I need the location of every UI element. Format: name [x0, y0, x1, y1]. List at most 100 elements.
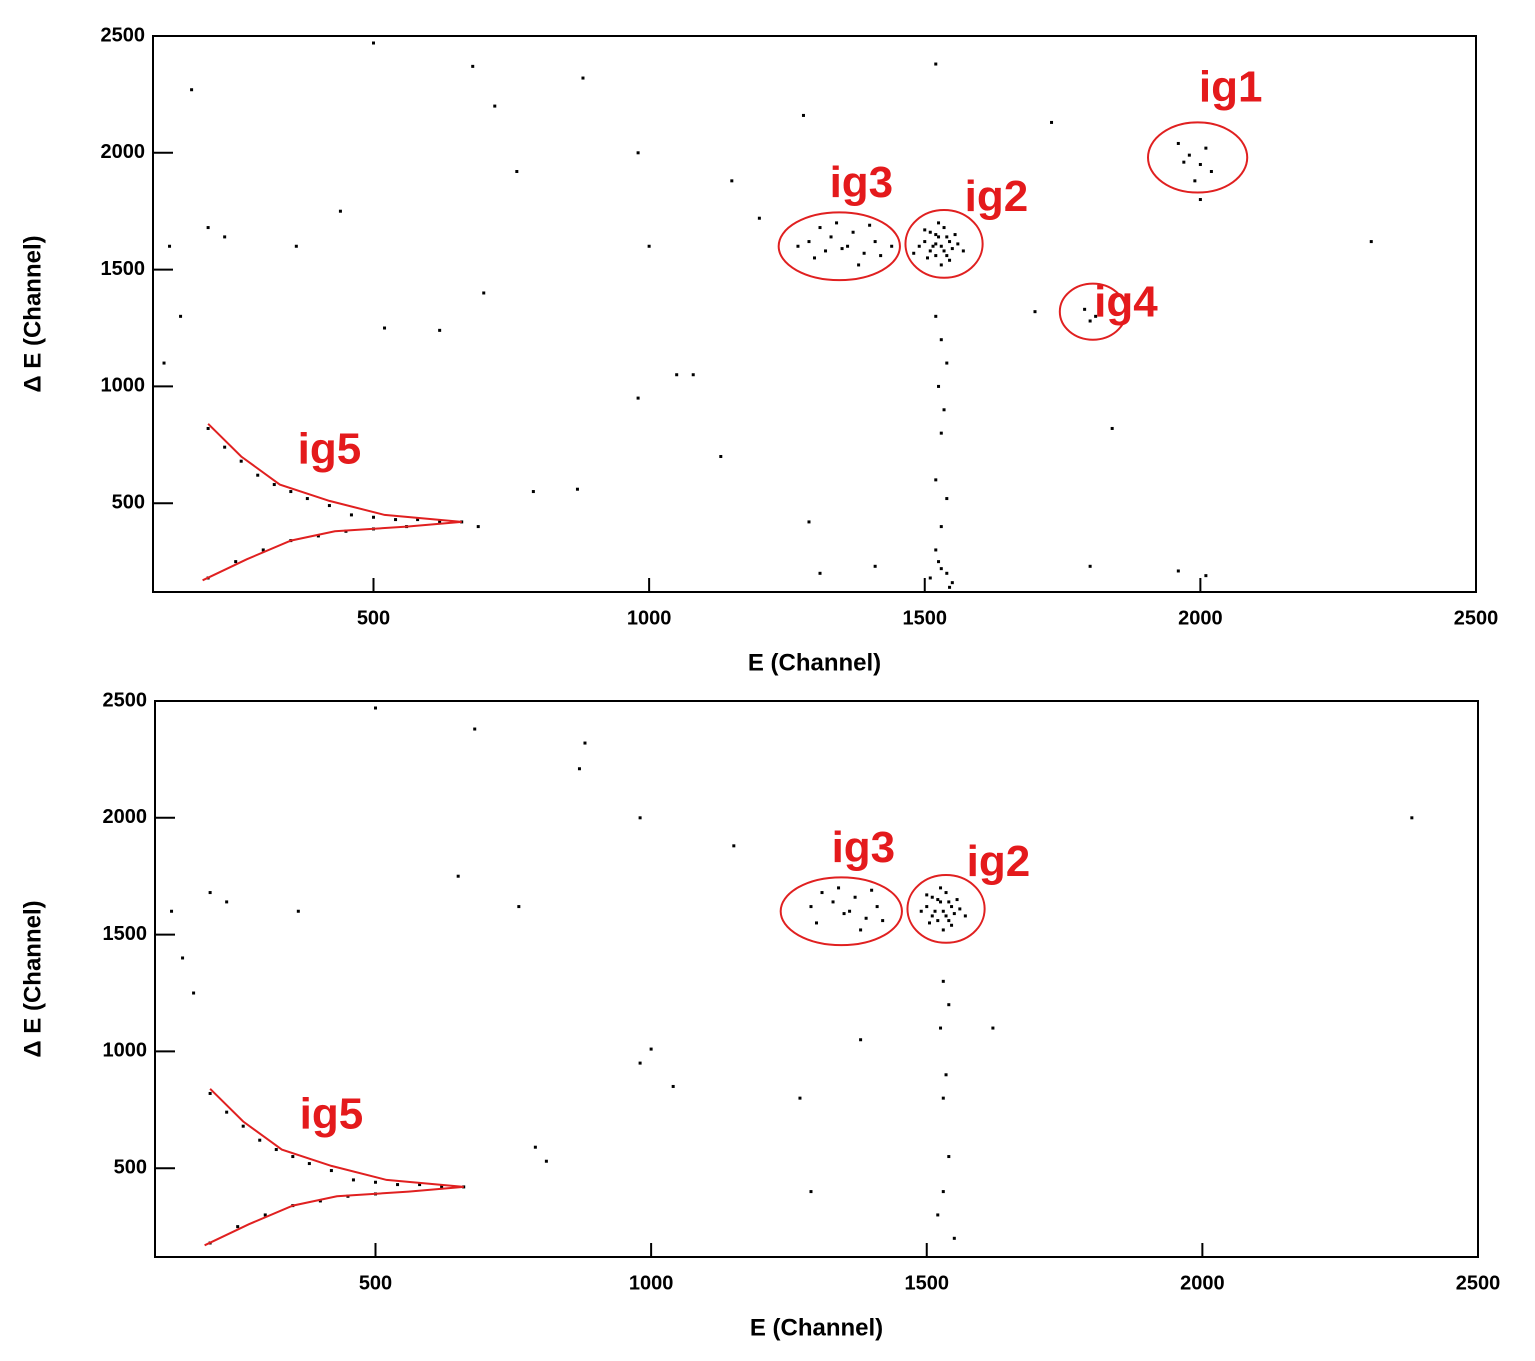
point: [912, 251, 916, 255]
point: [796, 244, 800, 248]
point: [837, 886, 841, 890]
point: [1182, 160, 1186, 164]
point: [438, 520, 442, 524]
point: [1369, 240, 1373, 244]
point: [941, 909, 945, 913]
point: [305, 497, 309, 501]
point: [945, 497, 949, 501]
point: [939, 567, 943, 571]
gate-label: ig2: [967, 837, 1031, 886]
point: [1083, 307, 1087, 311]
x-tick-label: 500: [359, 1272, 392, 1294]
point: [820, 891, 824, 895]
point: [190, 88, 194, 92]
point: [647, 244, 651, 248]
point: [807, 240, 811, 244]
point: [941, 979, 945, 983]
point: [581, 76, 585, 80]
point: [533, 1145, 537, 1149]
point: [851, 230, 855, 234]
point: [942, 226, 946, 230]
point: [225, 900, 229, 904]
point: [873, 564, 877, 568]
point: [868, 223, 872, 227]
gate-label: ig1: [1199, 62, 1263, 111]
x-axis-label: E (Channel): [750, 1314, 883, 1341]
point: [374, 1180, 377, 1184]
point: [842, 912, 846, 916]
point: [958, 907, 962, 911]
point: [947, 900, 951, 904]
point: [950, 923, 954, 927]
point: [256, 473, 260, 477]
point: [928, 921, 932, 925]
point: [934, 254, 938, 258]
x-tick-label: 2500: [1456, 1272, 1501, 1294]
point: [801, 113, 805, 117]
point: [939, 244, 943, 248]
plot: 500 1000 1500 2000 2500 500 1000 1500 2000 2500 E …: [19, 24, 1498, 676]
point: [859, 1038, 863, 1042]
point: [950, 581, 954, 585]
point: [473, 727, 477, 731]
point: [948, 585, 952, 589]
point: [719, 455, 723, 459]
point: [757, 216, 761, 220]
point: [1110, 426, 1114, 430]
point: [944, 1073, 948, 1077]
point: [919, 909, 923, 913]
point: [1094, 314, 1098, 318]
point: [928, 576, 932, 580]
point: [955, 898, 959, 902]
point: [809, 1190, 813, 1194]
point: [1204, 574, 1208, 578]
point: [208, 891, 212, 895]
point: [1176, 141, 1180, 145]
point: [351, 1178, 355, 1182]
point: [482, 291, 486, 295]
point: [372, 515, 375, 519]
point: [338, 209, 342, 213]
point: [636, 151, 640, 155]
point: [170, 909, 174, 913]
point: [223, 445, 227, 449]
point: [258, 1138, 262, 1142]
point: [948, 258, 952, 262]
gate: [779, 876, 903, 947]
point: [517, 905, 521, 909]
point: [296, 909, 300, 913]
point: [873, 240, 877, 244]
point: [857, 263, 861, 267]
point: [809, 905, 813, 909]
x-tick-label: 1500: [903, 607, 948, 629]
x-tick-label: 2000: [1178, 607, 1223, 629]
point: [223, 235, 227, 239]
gate-label: ig5: [300, 1089, 364, 1138]
point: [575, 487, 579, 491]
point: [864, 916, 868, 920]
point: [1088, 319, 1092, 323]
point: [327, 504, 331, 508]
gate: [204, 1088, 464, 1247]
point: [1204, 146, 1208, 150]
point: [840, 247, 844, 251]
gate: [202, 423, 462, 582]
point: [931, 244, 935, 248]
point: [440, 1185, 444, 1189]
point: [947, 1155, 951, 1159]
point: [934, 62, 938, 66]
point: [1198, 198, 1202, 202]
gate: [1147, 121, 1249, 194]
point: [831, 900, 835, 904]
point: [930, 914, 934, 918]
point: [1088, 564, 1092, 568]
point: [846, 244, 850, 248]
point: [934, 314, 938, 318]
point: [236, 1225, 240, 1229]
point: [329, 1169, 333, 1173]
point: [168, 244, 172, 248]
point: [947, 1003, 951, 1007]
point: [515, 169, 519, 173]
point: [531, 490, 535, 494]
